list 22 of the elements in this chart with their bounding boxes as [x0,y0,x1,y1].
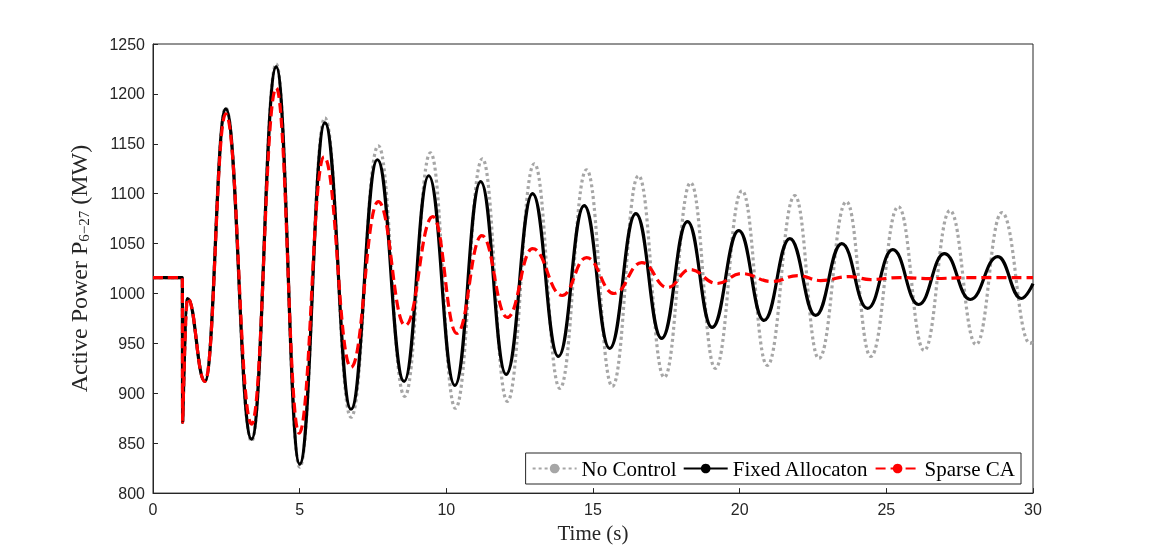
y-tick-label: 1250 [109,35,146,53]
x-axis-title: Time (s) [557,520,629,545]
x-tick-label: 5 [295,500,305,518]
x-tick-label: 15 [584,500,602,518]
x-tick-label: 25 [877,500,896,518]
y-tick-label: 850 [118,434,146,452]
y-tick-label: 1100 [110,185,146,203]
x-tick-label: 10 [437,500,456,518]
y-tick-label: 1050 [109,235,146,253]
x-tick-label: 0 [148,500,158,518]
y-tick-label: 950 [118,334,146,352]
legend-label: Sparse CA [924,456,1016,481]
y-tick-label: 900 [118,384,146,402]
x-tick-label: 30 [1024,500,1042,518]
y-tick-label: 1150 [110,135,146,153]
y-tick-label: 1000 [109,285,146,302]
y-axis-title: Active Power P6−27 (MW) [65,144,92,393]
legend-label: Fixed Allocaton [732,456,868,481]
y-tick-label: 800 [118,484,146,502]
x-tick-label: 20 [730,500,749,518]
legend-label: No Control [581,456,677,481]
y-tick-label: 1200 [109,85,146,103]
